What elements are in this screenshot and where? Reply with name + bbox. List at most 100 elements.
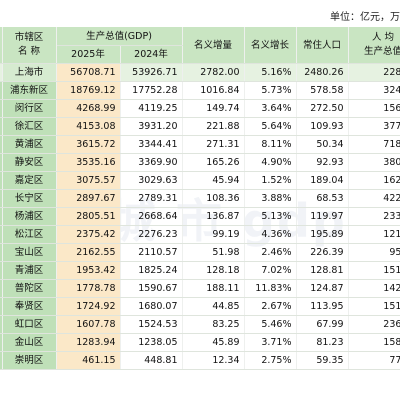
gdp-2024-cell: 2789.31 <box>120 189 183 208</box>
district-name: 宝山区 <box>2 243 57 262</box>
growth-cell: 1.52% <box>244 171 297 190</box>
growth-cell: 5.46% <box>244 315 297 334</box>
gdp-2025-cell: 4268.99 <box>56 99 121 118</box>
gdp-2024-cell: 2668.64 <box>120 207 183 226</box>
population-cell: 50.34 <box>296 135 349 154</box>
gdp-2025-cell: 3075.57 <box>56 171 121 190</box>
population-cell: 119.97 <box>296 207 349 226</box>
gdp-2024-cell: 4119.25 <box>120 99 183 118</box>
growth-cell: 5.13% <box>244 207 297 226</box>
total-gdp-2024: 53926.71 <box>120 63 183 82</box>
per-capita-cell: 38041 <box>348 153 400 172</box>
growth-cell: 3.71% <box>244 333 297 352</box>
growth-cell: 4.90% <box>244 153 297 172</box>
gdp-2024-cell: 1238.05 <box>120 333 183 352</box>
increase-cell: 51.98 <box>182 243 245 262</box>
row-index <box>0 225 3 244</box>
total-increase: 2782.00 <box>182 63 245 82</box>
growth-cell: 7.02% <box>244 261 297 280</box>
year-2025-header: 2025年 <box>56 45 121 64</box>
per-capita-header-line2: 生产总值 <box>364 46 400 57</box>
row-index: 4 <box>0 315 3 334</box>
per-capita-cell: 15666 <box>348 99 400 118</box>
district-header-line2: 名 称 <box>17 46 41 57</box>
population-cell: 128.81 <box>296 261 349 280</box>
year-2024-header: 2024年 <box>120 45 183 64</box>
population-cell: 578.58 <box>296 81 349 100</box>
total-gdp-2025: 56708.71 <box>56 63 121 82</box>
population-header: 常住人口 <box>296 27 349 64</box>
population-cell: 272.50 <box>296 99 349 118</box>
total-name: 上海市 <box>2 63 57 82</box>
increase-cell: 149.74 <box>182 99 245 118</box>
total-row: 上海市 56708.71 53926.71 2782.00 5.16% 2480… <box>0 63 400 82</box>
district-name: 嘉定区 <box>2 171 57 190</box>
row-index <box>0 153 3 172</box>
population-cell: 67.99 <box>296 315 349 334</box>
gdp-table: 市辖区 名 称 生产总值(GDP) 名义增量 名义增长 常住人口 人 均 生产总… <box>0 27 400 370</box>
gdp-2025-cell: 1283.94 <box>56 333 121 352</box>
total-index <box>0 63 3 82</box>
population-cell: 92.93 <box>296 153 349 172</box>
nominal-increase-header: 名义增量 <box>182 27 245 64</box>
growth-cell: 8.11% <box>244 135 297 154</box>
per-capita-cell: 15137 <box>348 297 400 316</box>
district-name: 长宁区 <box>2 189 57 208</box>
unit-label: 单位：亿元，万 <box>330 12 400 23</box>
row-index <box>0 81 3 100</box>
increase-cell: 12.34 <box>182 351 245 370</box>
row-index: 5 <box>0 333 3 352</box>
row-index: 6 <box>0 351 3 370</box>
population-cell: 195.89 <box>296 225 349 244</box>
per-capita-cell: 9552 <box>348 243 400 262</box>
increase-cell: 1016.84 <box>182 81 245 100</box>
row-index: 2 <box>0 279 3 298</box>
row-index <box>0 207 3 226</box>
gdp-2025-cell: 1607.78 <box>56 315 121 334</box>
district-name: 杨浦区 <box>2 207 57 226</box>
gdp-2024-cell: 17752.28 <box>120 81 183 100</box>
gdp-2025-cell: 2375.42 <box>56 225 121 244</box>
increase-cell: 45.89 <box>182 333 245 352</box>
district-header-line1: 市辖区 <box>14 32 44 43</box>
row-index <box>0 135 3 154</box>
per-capita-cell: 37779 <box>348 117 400 136</box>
gdp-group-header: 生产总值(GDP) <box>56 27 183 46</box>
table-row: 2普陀区1778.781590.67188.1111.83%124.871424… <box>0 279 400 298</box>
gdp-2024-cell: 3369.90 <box>120 153 183 172</box>
growth-cell: 5.64% <box>244 117 297 136</box>
per-capita-cell: 12126 <box>348 225 400 244</box>
growth-cell: 5.73% <box>244 81 297 100</box>
growth-cell: 2.75% <box>244 351 297 370</box>
district-name: 崇明区 <box>2 351 57 370</box>
table-subheader-row: 2025年 2024年 <box>0 45 400 64</box>
total-growth: 5.16% <box>244 63 297 82</box>
per-capita-cell: 14245 <box>348 279 400 298</box>
gdp-2025-cell: 18769.12 <box>56 81 121 100</box>
population-cell: 113.95 <box>296 297 349 316</box>
growth-cell: 3.88% <box>244 189 297 208</box>
gdp-2025-cell: 461.15 <box>56 351 121 370</box>
per-capita-cell: 23647 <box>348 315 400 334</box>
gdp-2024-cell: 1524.53 <box>120 315 183 334</box>
gdp-2024-cell: 448.81 <box>120 351 183 370</box>
increase-cell: 45.94 <box>182 171 245 190</box>
growth-cell: 3.64% <box>244 99 297 118</box>
total-population: 2480.26 <box>296 63 349 82</box>
gdp-2025-cell: 3615.72 <box>56 135 121 154</box>
gdp-2024-cell: 3344.41 <box>120 135 183 154</box>
growth-cell: 11.83% <box>244 279 297 298</box>
nominal-growth-header: 名义增长 <box>244 27 297 64</box>
row-index: 3 <box>0 297 3 316</box>
growth-cell: 2.67% <box>244 297 297 316</box>
district-name: 静安区 <box>2 153 57 172</box>
